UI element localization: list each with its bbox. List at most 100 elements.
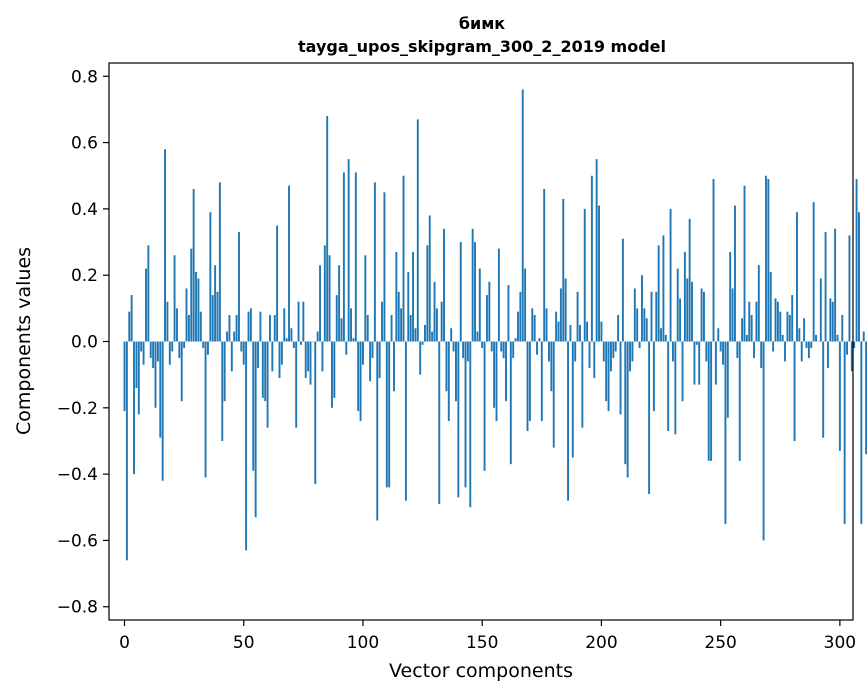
- bar: [688, 218, 691, 342]
- bar: [865, 341, 867, 455]
- bar: [357, 341, 360, 412]
- bar: [698, 341, 701, 385]
- bar: [426, 245, 429, 342]
- bar: [450, 328, 453, 342]
- bar: [836, 334, 839, 342]
- bar: [774, 298, 777, 342]
- bar: [557, 321, 560, 342]
- bar: [638, 341, 641, 349]
- bar: [419, 341, 422, 375]
- bar: [280, 341, 283, 365]
- bar: [207, 341, 209, 355]
- bar: [819, 278, 822, 342]
- bar: [540, 341, 543, 422]
- bar: [710, 341, 713, 461]
- bar: [381, 301, 383, 342]
- bar: [590, 175, 593, 342]
- bar: [326, 116, 329, 342]
- bar: [800, 341, 803, 362]
- bar: [466, 341, 469, 362]
- bar: [431, 331, 434, 342]
- bar: [345, 341, 348, 355]
- bar: [214, 265, 217, 342]
- bar: [796, 212, 798, 342]
- bar: [209, 212, 212, 342]
- bar: [524, 268, 527, 342]
- bar: [798, 328, 801, 342]
- bar: [738, 341, 741, 461]
- bar: [793, 341, 796, 441]
- bar: [373, 182, 376, 342]
- bar: [519, 291, 522, 342]
- y-tick-label: 0.8: [71, 67, 98, 87]
- bar: [230, 341, 233, 372]
- bar: [614, 341, 617, 352]
- bar: [238, 232, 240, 342]
- bar: [400, 308, 403, 342]
- bar: [455, 341, 457, 402]
- bar: [633, 288, 636, 342]
- bar: [435, 308, 438, 342]
- bar: [652, 341, 655, 412]
- bar: [421, 341, 424, 345]
- bar: [691, 281, 693, 342]
- bar: [517, 311, 519, 342]
- bar: [726, 341, 729, 418]
- bar: [395, 251, 398, 342]
- bar: [447, 341, 450, 422]
- bar: [610, 341, 612, 372]
- bar: [171, 341, 174, 352]
- y-tick-label: 0.0: [71, 333, 98, 353]
- bar: [648, 341, 651, 495]
- bar: [810, 341, 813, 349]
- bar: [283, 308, 286, 342]
- bar: [674, 341, 677, 435]
- bar: [290, 328, 293, 342]
- bar: [412, 251, 414, 342]
- bar: [598, 205, 600, 342]
- bar: [259, 311, 262, 342]
- bar: [490, 341, 493, 352]
- bar: [321, 341, 324, 372]
- bar: [505, 341, 507, 402]
- bar: [433, 281, 436, 342]
- bar: [822, 341, 825, 438]
- bar: [452, 341, 455, 352]
- bar: [629, 341, 631, 372]
- bar: [314, 341, 317, 485]
- bar: [247, 311, 250, 342]
- bar: [264, 341, 267, 402]
- bar: [781, 334, 784, 342]
- bar: [846, 341, 848, 355]
- x-tick-label: 100: [347, 633, 379, 653]
- bar: [202, 341, 205, 349]
- bar: [486, 295, 488, 342]
- bar: [276, 225, 279, 342]
- bar: [154, 341, 157, 408]
- bar: [476, 331, 479, 342]
- bar: [641, 275, 643, 342]
- bar: [748, 301, 751, 342]
- bar: [533, 314, 536, 342]
- bar: [850, 341, 853, 372]
- bar: [364, 255, 367, 342]
- bar: [555, 311, 558, 342]
- bar: [352, 338, 355, 342]
- bar: [576, 291, 579, 342]
- y-tick-label: −0.8: [57, 598, 98, 618]
- bar: [362, 341, 364, 365]
- bar: [705, 341, 708, 362]
- bar: [488, 281, 491, 342]
- bar: [559, 288, 562, 342]
- bar: [347, 159, 350, 342]
- bar: [195, 271, 197, 342]
- bar: [788, 314, 791, 342]
- bar: [745, 334, 748, 342]
- bar: [304, 341, 307, 378]
- bar: [397, 291, 400, 342]
- bar: [137, 341, 140, 415]
- bar: [254, 341, 257, 518]
- bar: [722, 341, 724, 365]
- bar: [440, 301, 443, 342]
- bar: [123, 341, 126, 412]
